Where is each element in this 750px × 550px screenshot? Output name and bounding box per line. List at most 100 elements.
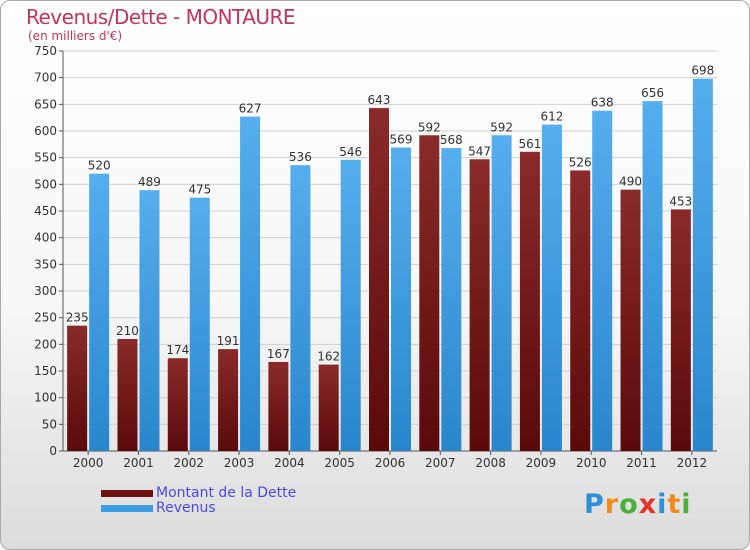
bar-revenus [340,159,361,452]
bar-revenus [89,173,110,451]
x-tick-label: 2010 [576,456,607,470]
logo-letter: i [657,489,668,520]
bar-dette [620,189,641,451]
data-label: 167 [267,347,290,361]
logo-letter: r [604,489,620,520]
logo-letter: i [681,489,692,520]
bar-layer [67,78,713,452]
y-tick-label: 500 [34,177,57,191]
proxiti-logo: Proxiti [584,489,692,520]
bar-revenus [139,190,160,451]
bar-dette [218,349,239,451]
x-tick-label: 2002 [173,456,204,470]
x-tick-label: 2008 [475,456,506,470]
bar-revenus [240,116,261,451]
logo-letter: o [619,489,639,520]
bar-revenus [441,148,462,452]
data-label: 191 [217,334,240,348]
data-label: 638 [591,96,614,110]
legend-label-dette: Montant de la Dette [156,485,297,501]
x-tick-label: 2006 [375,456,406,470]
x-tick-label: 2000 [73,456,104,470]
bar-revenus [692,78,713,451]
chart-title: Revenus/Dette - MONTAURE [26,5,296,29]
bar-revenus [642,101,663,451]
y-tick-label: 150 [34,364,57,378]
data-label: 568 [440,133,463,147]
data-label: 210 [116,324,139,338]
bar-revenus [541,124,562,451]
label-layer: 235 520 210 489 174 475 191 627 167 536 162 546 643 5… [66,64,715,364]
x-tick-label: 2011 [626,456,657,470]
data-label: 656 [641,86,664,100]
data-label: 174 [166,343,189,357]
y-tick-label: 250 [34,311,57,325]
data-label: 643 [368,93,391,107]
data-label: 569 [390,133,413,147]
y-tick-label: 350 [34,257,57,271]
grid-layer [63,50,717,452]
data-label: 453 [669,194,692,208]
y-tick-label: 700 [34,71,57,85]
bar-dette [67,325,88,451]
y-tick-label: 0 [49,444,57,458]
x-tick-label: 2007 [425,456,456,470]
data-label: 520 [88,159,111,173]
bar-dette [419,135,440,451]
logo-letter: P [584,489,605,520]
data-label: 547 [468,144,491,158]
logo-letter: t [667,489,682,520]
logo-letter: x [638,489,658,520]
y-tick-label: 300 [34,284,57,298]
bar-revenus [491,135,512,451]
bar-dette [117,339,138,451]
bar-dette [369,108,389,452]
y-tick-label: 450 [34,204,57,218]
x-tick-label: 2004 [274,456,305,470]
x-tick-label: 2001 [123,456,154,470]
y-tick-label: 400 [34,231,57,245]
bar-dette [469,159,490,451]
bar-dette [519,151,540,452]
data-label: 162 [317,350,340,364]
y-tick-label: 200 [34,337,57,351]
bar-dette [570,170,591,451]
y-tick-label: 650 [34,97,57,111]
data-label: 489 [138,175,161,189]
y-tick-label: 550 [34,151,57,165]
legend-swatch-dette [101,490,153,497]
bar-revenus [290,165,311,451]
y-tick-label: 600 [34,124,57,138]
data-label: 536 [289,150,312,164]
data-label: 698 [691,64,714,78]
x-tick-label: 2009 [526,456,557,470]
chart-subtitle: (en milliers d'€) [28,29,123,43]
data-label: 612 [540,110,563,124]
bar-dette [318,364,339,451]
legend-label-revenus: Revenus [156,500,216,516]
data-label: 592 [490,120,513,134]
x-tick-label: 2012 [677,456,708,470]
data-label: 627 [239,102,262,116]
y-tick-label: 750 [34,44,57,58]
bar-dette [268,361,289,451]
y-tick-label: 50 [42,417,57,431]
bar-revenus [391,147,411,452]
data-label: 561 [518,137,541,151]
bar-dette [167,358,188,451]
x-tick-label: 2005 [324,456,355,470]
data-label: 490 [619,175,642,189]
bar-revenus [189,197,210,451]
data-label: 592 [418,120,441,134]
x-tick-label: 2003 [224,456,255,470]
bar-revenus [592,110,613,451]
bar-dette [670,209,691,451]
legend-swatch-revenus [101,505,153,512]
data-label: 475 [188,183,211,197]
data-label: 526 [569,155,592,169]
data-label: 546 [339,145,362,159]
data-label: 235 [66,311,89,325]
axis-layer: 0 50 100 150 200 250 300 350 400 450 500 550 600 650 7… [34,44,717,470]
